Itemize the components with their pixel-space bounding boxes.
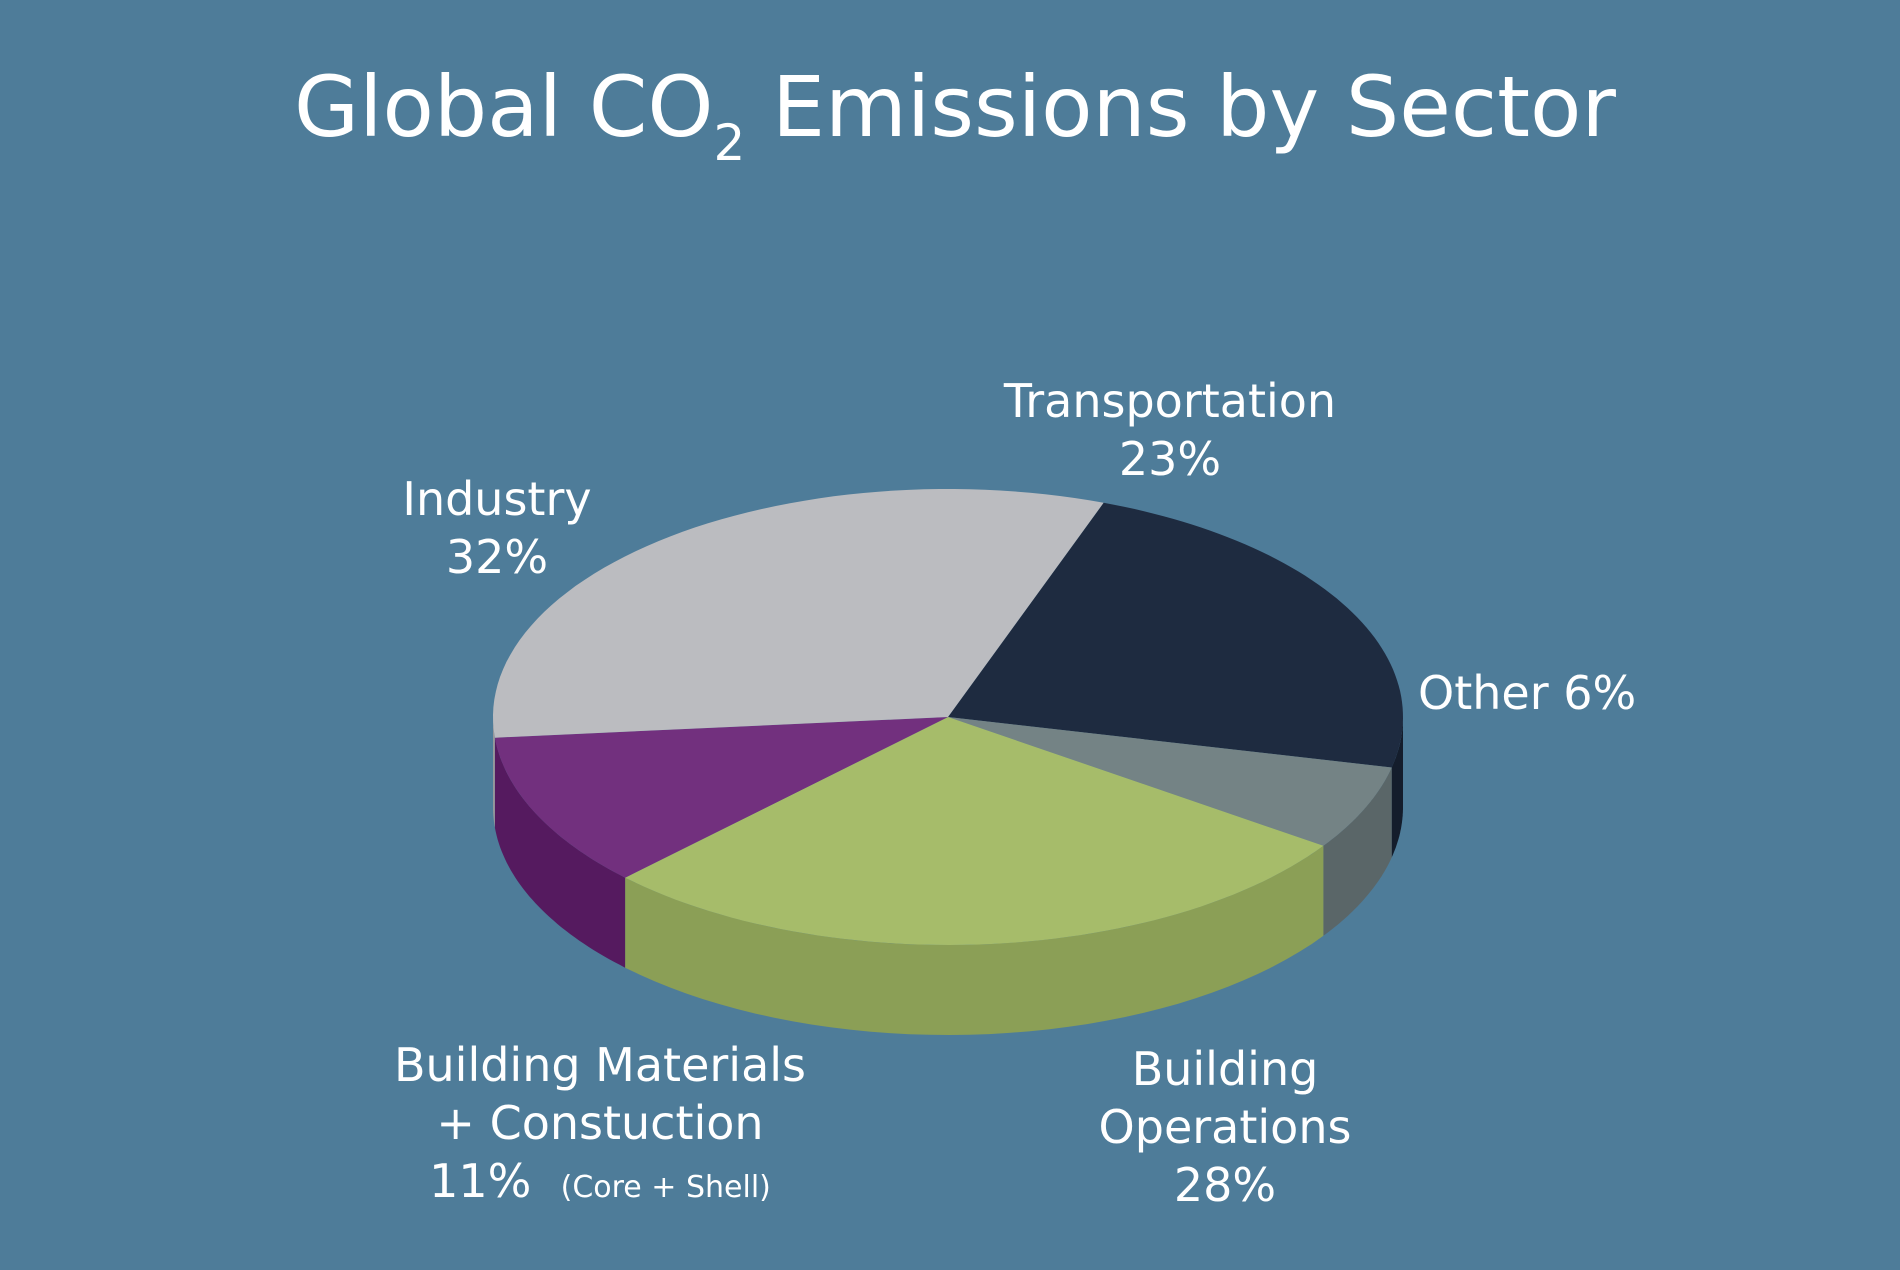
pie-top	[493, 489, 1403, 945]
pie-slice-building-materials	[494, 717, 948, 878]
label-building-materials: Building Materials + Constuction 11% (Co…	[365, 1036, 835, 1217]
label-building-materials-line1: Building Materials	[393, 1038, 807, 1092]
label-transportation-name: Transportation	[1003, 374, 1337, 428]
label-transportation-value: 23%	[1118, 432, 1222, 486]
label-industry-name: Industry	[402, 472, 592, 526]
label-other-value: 6%	[1563, 666, 1637, 720]
pie-side-other	[1323, 767, 1392, 936]
label-other-name: Other	[1418, 666, 1549, 720]
chart-title: Global CO2 Emissions by Sector	[0, 58, 1900, 168]
label-building-materials-value-line: 11% (Core + Shell)	[365, 1152, 835, 1217]
label-building-operations-value: 28%	[1173, 1158, 1277, 1212]
label-building-materials-line2: + Constuction	[436, 1096, 764, 1150]
pie-side-industry	[493, 717, 495, 828]
pie-slice-transportation	[948, 502, 1403, 768]
pie-side-building-operations	[625, 845, 1324, 1035]
label-transportation: Transportation 23%	[970, 372, 1370, 488]
title-prefix: Global CO	[294, 58, 714, 156]
label-building-operations-line2: Operations	[1098, 1100, 1352, 1154]
label-building-operations-line1: Building	[1131, 1042, 1319, 1096]
label-industry: Industry 32%	[347, 470, 647, 586]
pie-side-transportation	[1391, 717, 1403, 858]
pie-side-walls	[493, 717, 1403, 1035]
pie-slice-other	[948, 717, 1392, 846]
label-industry-value: 32%	[445, 530, 549, 584]
pie-slice-building-operations	[625, 717, 1324, 945]
label-building-materials-value: 11%	[429, 1154, 532, 1208]
pie-side-building-materials	[494, 737, 626, 968]
label-building-operations: Building Operations 28%	[1025, 1040, 1425, 1214]
pie-slice-industry	[493, 489, 1104, 738]
label-building-materials-note: (Core + Shell)	[560, 1170, 771, 1205]
title-suffix: Emissions by Sector	[745, 58, 1616, 156]
title-subscript: 2	[713, 114, 746, 172]
label-other: Other 6%	[1418, 664, 1678, 722]
